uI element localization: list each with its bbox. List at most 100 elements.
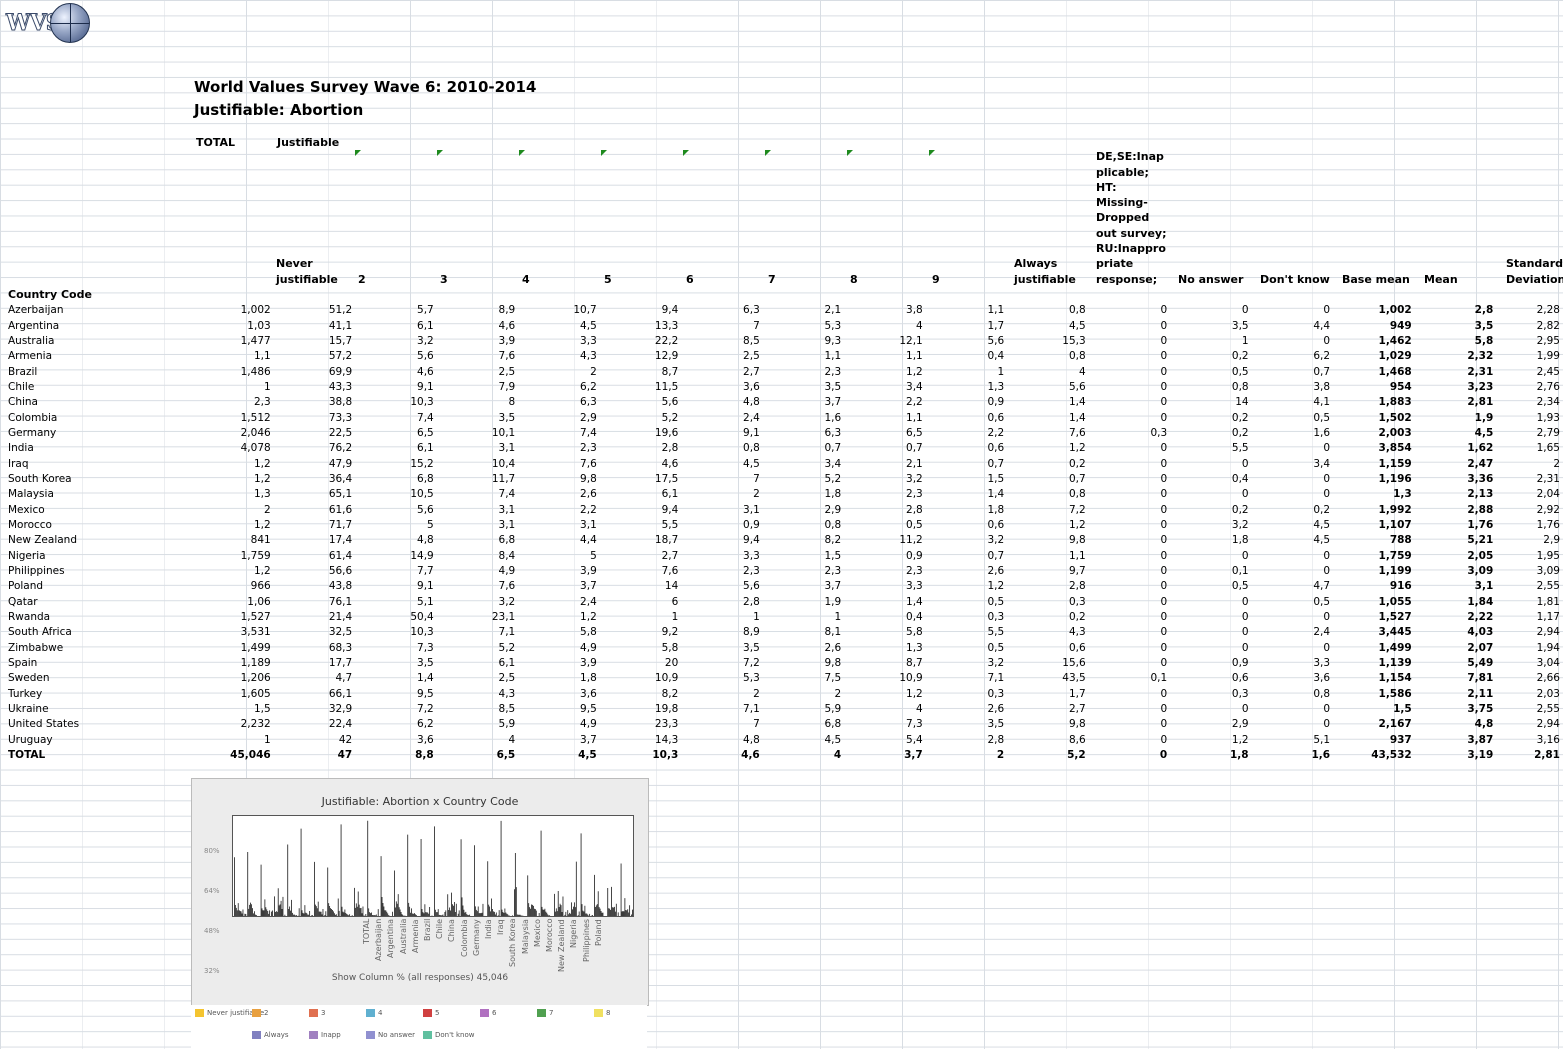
country-name[interactable]: South Africa xyxy=(8,626,72,639)
table-cell[interactable]: 0 xyxy=(1160,626,1168,639)
table-cell[interactable]: 22,5 xyxy=(328,426,353,439)
table-cell[interactable]: 2 xyxy=(753,488,760,501)
table-cell[interactable]: 1,8 xyxy=(824,488,842,501)
table-cell[interactable]: 0 xyxy=(1160,534,1168,547)
table-cell[interactable]: 8,9 xyxy=(498,304,516,317)
table-cell[interactable]: 4,5 xyxy=(1068,319,1086,332)
table-cell[interactable]: 1 xyxy=(1241,334,1249,347)
table-cell[interactable]: 3,1 xyxy=(498,503,516,516)
table-cell[interactable]: 50,4 xyxy=(410,611,434,624)
table-cell[interactable]: 0 xyxy=(1323,334,1331,347)
table-cell[interactable]: 18,7 xyxy=(654,534,679,547)
table-cell[interactable]: 0,4 xyxy=(906,611,923,624)
table-cell[interactable]: 1,759 xyxy=(1378,549,1412,562)
table-cell[interactable]: 0,8 xyxy=(824,518,842,531)
country-name[interactable]: Poland xyxy=(8,580,44,593)
table-cell[interactable]: 1,4 xyxy=(417,672,434,685)
table-cell[interactable]: 51,2 xyxy=(328,304,353,317)
table-cell[interactable]: 0,7 xyxy=(987,457,1005,470)
table-cell[interactable]: 1 xyxy=(997,365,1005,378)
table-cell[interactable]: 3,5 xyxy=(824,380,842,393)
table-cell[interactable]: 5,2 xyxy=(1067,749,1086,762)
table-cell[interactable]: 4,3 xyxy=(1068,626,1086,639)
table-cell[interactable]: 7,3 xyxy=(417,641,434,654)
table-cell[interactable]: 0,5 xyxy=(1313,411,1331,424)
table-cell[interactable]: 1,6 xyxy=(1313,426,1331,439)
table-cell[interactable]: 5,3 xyxy=(824,319,842,332)
table-cell[interactable]: 9,5 xyxy=(417,687,434,700)
table-cell[interactable]: 0,8 xyxy=(1313,687,1331,700)
table-cell[interactable]: 3,4 xyxy=(824,457,842,470)
chart-panel[interactable]: Justifiable: Abortion x Country Code 80%… xyxy=(191,778,649,1006)
table-cell[interactable]: 14 xyxy=(1235,396,1249,409)
table-cell[interactable]: 2,3 xyxy=(906,488,923,501)
table-cell[interactable]: 0 xyxy=(1160,396,1168,409)
table-cell[interactable]: 7 xyxy=(753,319,760,332)
table-cell[interactable]: 2,8 xyxy=(987,733,1005,746)
table-cell[interactable]: 0,5 xyxy=(987,641,1005,654)
table-cell[interactable]: 9,8 xyxy=(824,657,842,670)
table-cell[interactable]: 1 xyxy=(264,380,271,393)
table-cell[interactable]: 0 xyxy=(1241,626,1249,639)
table-cell[interactable]: 0,3 xyxy=(987,611,1005,624)
table-cell[interactable]: 3,5 xyxy=(417,657,434,670)
table-cell[interactable]: 2,79 xyxy=(1536,426,1560,439)
table-cell[interactable]: 66,1 xyxy=(328,687,353,700)
table-cell[interactable]: 3,09 xyxy=(1536,565,1560,578)
table-cell[interactable]: 0 xyxy=(1323,442,1331,455)
table-cell[interactable]: 3,3 xyxy=(743,549,760,562)
table-cell[interactable]: 0 xyxy=(1160,733,1168,746)
table-cell[interactable]: 5,2 xyxy=(824,472,842,485)
table-cell[interactable]: 8,6 xyxy=(1068,733,1086,746)
table-cell[interactable]: 9,7 xyxy=(1068,565,1086,578)
table-cell[interactable]: 9,1 xyxy=(743,426,760,439)
table-cell[interactable]: 1,159 xyxy=(1378,457,1412,470)
table-cell[interactable]: 5,8 xyxy=(580,626,597,639)
table-cell[interactable]: 4,7 xyxy=(335,672,353,685)
table-cell[interactable]: 2,4 xyxy=(580,595,597,608)
table-cell[interactable]: 69,9 xyxy=(328,365,353,378)
table-cell[interactable]: 3,4 xyxy=(906,380,923,393)
table-cell[interactable]: 1,029 xyxy=(1378,350,1412,363)
table-cell[interactable]: 9,2 xyxy=(661,626,679,639)
table-cell[interactable]: 0 xyxy=(1160,687,1168,700)
table-cell[interactable]: 2,32 xyxy=(1467,350,1494,363)
table-cell[interactable]: 1,002 xyxy=(1378,304,1412,317)
table-cell[interactable]: 0 xyxy=(1160,334,1168,347)
table-cell[interactable]: 17,4 xyxy=(328,534,353,547)
country-name[interactable]: TOTAL xyxy=(8,749,46,762)
table-cell[interactable]: 0 xyxy=(1160,718,1168,731)
table-cell[interactable]: 2,07 xyxy=(1467,641,1494,654)
table-cell[interactable]: 3,16 xyxy=(1536,733,1560,746)
table-cell[interactable]: 9,8 xyxy=(580,472,597,485)
table-cell[interactable]: 0,5 xyxy=(1313,595,1331,608)
table-cell[interactable]: 1,76 xyxy=(1467,518,1494,531)
table-cell[interactable]: 3,2 xyxy=(987,657,1005,670)
table-cell[interactable]: 1 xyxy=(671,611,679,624)
table-cell[interactable]: 1,8 xyxy=(1230,749,1249,762)
table-cell[interactable]: 3,6 xyxy=(743,380,760,393)
table-cell[interactable]: 6,5 xyxy=(496,749,516,762)
table-cell[interactable]: 22,2 xyxy=(654,334,679,347)
table-cell[interactable]: 9,4 xyxy=(661,304,679,317)
table-cell[interactable]: 3,3 xyxy=(580,334,597,347)
table-cell[interactable]: 8,2 xyxy=(824,534,842,547)
table-cell[interactable]: 8,9 xyxy=(743,626,760,639)
table-cell[interactable]: 1,5 xyxy=(253,703,271,716)
table-cell[interactable]: 1,95 xyxy=(1536,549,1560,562)
table-cell[interactable]: 4,03 xyxy=(1467,626,1494,639)
table-cell[interactable]: 2,1 xyxy=(906,457,923,470)
table-cell[interactable]: 2,8 xyxy=(661,442,679,455)
table-cell[interactable]: 0,6 xyxy=(987,411,1005,424)
table-cell[interactable]: 2,3 xyxy=(580,442,597,455)
table-cell[interactable]: 1,2 xyxy=(253,518,271,531)
table-cell[interactable]: 43,3 xyxy=(328,380,353,393)
table-cell[interactable]: 1,8 xyxy=(1231,534,1249,547)
table-cell[interactable]: 7,5 xyxy=(824,672,842,685)
table-cell[interactable]: 1,1 xyxy=(906,350,923,363)
table-cell[interactable]: 1,4 xyxy=(1068,396,1086,409)
table-cell[interactable]: 7,4 xyxy=(580,426,597,439)
table-cell[interactable]: 7,9 xyxy=(498,380,516,393)
table-cell[interactable]: 1,84 xyxy=(1467,595,1494,608)
table-cell[interactable]: 2,94 xyxy=(1536,626,1560,639)
